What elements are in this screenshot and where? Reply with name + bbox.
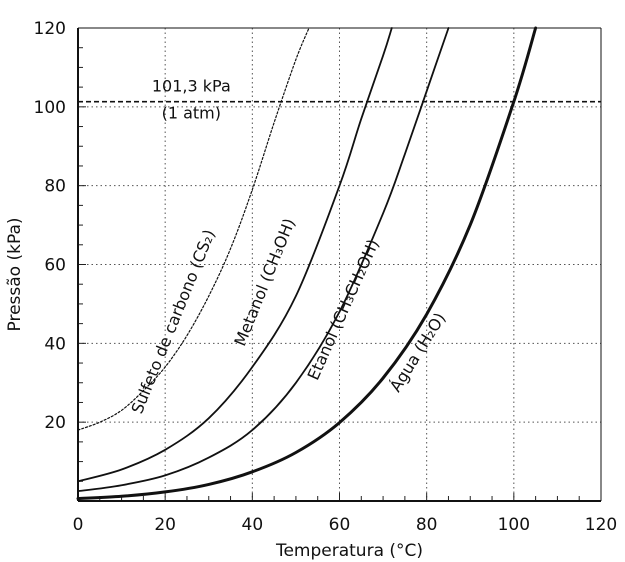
series-label-agua: Água (H₂O) — [386, 309, 450, 395]
x-tick-label: 0 — [73, 515, 84, 535]
grid — [78, 28, 601, 501]
y-tick-label: 20 — [44, 413, 66, 433]
x-tick-label: 120 — [585, 515, 617, 535]
x-tick-label: 100 — [498, 515, 530, 535]
reference-label-atm: (1 atm) — [162, 104, 221, 123]
y-tick-label: 60 — [44, 256, 66, 276]
y-tick-label: 80 — [44, 177, 66, 197]
series-label-cs2: Sulfeto de carbono (CS₂) — [127, 227, 218, 417]
x-tick-label: 40 — [242, 515, 264, 535]
y-tick-label: 100 — [34, 98, 66, 118]
series-line-etanol — [77, 27, 450, 492]
tick-labels: 0 20 40 60 80 100 120 20 40 60 80 100 120 — [34, 19, 618, 535]
series-label-metanol: Metanol (CH₃OH) — [230, 216, 299, 349]
x-tick-label: 80 — [416, 515, 438, 535]
series-line-agua — [76, 26, 538, 501]
y-tick-label: 120 — [34, 19, 66, 39]
reference-label-kpa: 101,3 kPa — [152, 77, 231, 96]
y-axis-title: Pressão (kPa) — [5, 218, 25, 332]
x-tick-label: 20 — [154, 515, 176, 535]
x-axis-title: Temperatura (°C) — [275, 541, 423, 561]
series-line-metanol — [77, 27, 393, 483]
series-line-cs2 — [77, 27, 310, 431]
series-label-etanol: Etanol (CH₃CH₂OH) — [304, 236, 383, 383]
series-lines — [76, 26, 538, 501]
x-tick-label: 60 — [329, 515, 351, 535]
y-tick-label: 40 — [44, 334, 66, 354]
